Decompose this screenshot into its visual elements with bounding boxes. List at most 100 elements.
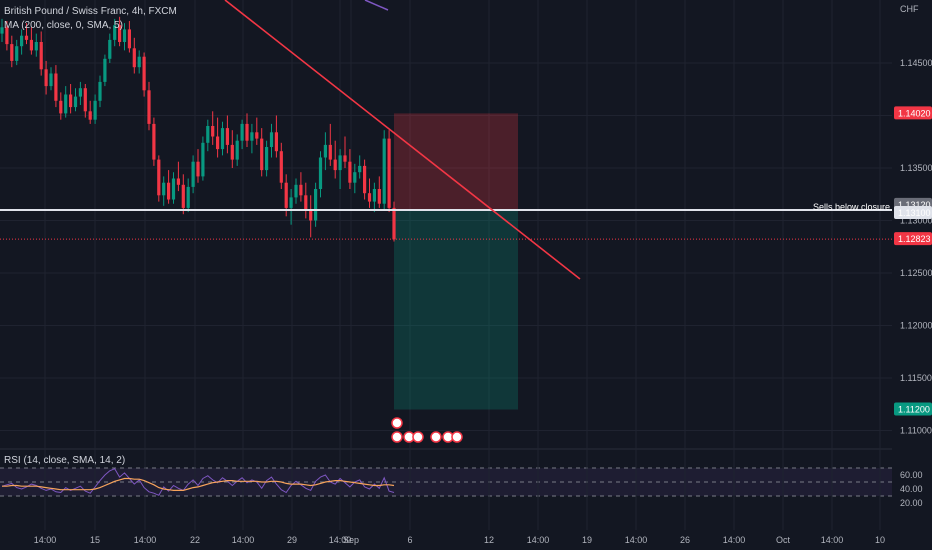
candlestick-series — [0, 16, 396, 242]
price-tick-label: 1.11000 — [900, 426, 932, 436]
price-label: 1.13120 — [898, 200, 931, 210]
rsi-line — [1, 468, 395, 496]
drawing-lines[interactable]: Sells below closure — [0, 0, 892, 280]
time-tick-label: 15 — [90, 535, 100, 545]
price-label: 1.14020 — [898, 108, 931, 118]
candle-body — [152, 123, 156, 160]
candle-body — [5, 27, 9, 45]
candle-body — [162, 182, 166, 196]
time-tick-label: 14:00 — [723, 535, 746, 545]
candle-body — [34, 42, 38, 51]
candle-body — [196, 161, 200, 177]
candle-body — [88, 111, 92, 120]
candle-body — [132, 48, 136, 68]
candle-body — [137, 56, 141, 68]
candle-body — [113, 25, 117, 40]
candle-body — [338, 155, 342, 171]
candle-body — [250, 132, 254, 141]
candle-body — [157, 159, 161, 196]
candle-body — [78, 88, 82, 97]
time-tick-label: 14:00 — [34, 535, 57, 545]
candle-body — [358, 165, 362, 173]
candle-body — [230, 144, 234, 160]
economic-events[interactable] — [391, 417, 463, 443]
candle-body — [118, 25, 122, 42]
time-tick-label: 26 — [680, 535, 690, 545]
trendline — [224, 0, 581, 280]
rsi-series — [1, 468, 395, 496]
candle-body — [49, 73, 53, 87]
price-tick-label: 1.13000 — [900, 216, 932, 226]
candle-body — [147, 90, 151, 124]
candle-body — [279, 151, 283, 183]
candle-body — [0, 27, 4, 34]
candle-body — [54, 73, 58, 101]
short-position-tool[interactable] — [394, 113, 518, 410]
event-marker-icon — [391, 417, 403, 429]
price-label: 1.13100 — [898, 208, 931, 218]
candle-body — [176, 178, 180, 185]
candle-body — [348, 161, 352, 183]
time-tick-label: 14:00 — [329, 535, 352, 545]
candle-body — [171, 178, 176, 200]
candle-body — [15, 46, 19, 61]
candle-body — [64, 94, 68, 114]
candle-body — [73, 96, 78, 108]
candle-body — [260, 138, 264, 171]
candle-body — [83, 88, 87, 112]
candle-body — [328, 144, 332, 160]
candle-body — [186, 186, 190, 208]
price-tick-label: 1.14500 — [900, 58, 932, 68]
event-marker-icon — [391, 431, 403, 443]
time-tick-label: Oct — [776, 535, 791, 545]
time-tick-label: 29 — [287, 535, 297, 545]
price-label-bg — [894, 206, 932, 219]
price-label-bg — [894, 402, 932, 416]
candle-body — [191, 161, 195, 187]
candle-body — [59, 100, 63, 114]
event-marker-icon — [412, 431, 424, 443]
candle-body — [39, 42, 43, 70]
candle-body — [314, 189, 318, 221]
candle-body — [211, 126, 215, 137]
ma-legend[interactable]: MA (200, close, 0, SMA, 5) — [4, 20, 123, 31]
candle-body — [44, 69, 48, 87]
candle-body — [269, 132, 274, 147]
candle-body — [333, 159, 337, 171]
rsi-tick-label: 40.00 — [900, 484, 923, 494]
event-marker-icon — [430, 431, 442, 443]
rsi-tick-label: 20.00 — [900, 498, 923, 508]
time-tick-label: 14:00 — [625, 535, 648, 545]
rsi-ma-line — [2, 477, 395, 491]
candle-body — [108, 39, 112, 59]
price-tick-label: 1.11500 — [900, 373, 932, 383]
candle-body — [10, 44, 14, 61]
candle-body — [265, 147, 269, 171]
price-label: 1.11200 — [898, 405, 930, 415]
symbol-legend[interactable]: British Pound / Swiss Franc, 4h, FXCM — [4, 6, 177, 17]
rsi-legend[interactable]: RSI (14, close, SMA, 14, 2) — [4, 455, 126, 466]
candle-body — [323, 144, 327, 158]
candle-body — [245, 123, 249, 141]
candle-body — [377, 189, 381, 204]
candle-body — [392, 207, 396, 240]
price-tick-label: 1.13500 — [900, 163, 932, 173]
target-zone — [394, 210, 518, 410]
candle-body — [353, 172, 357, 183]
time-tick-label: 14:00 — [527, 535, 550, 545]
price-tick-label: 1.12000 — [900, 321, 932, 331]
candle-body — [93, 100, 97, 120]
candle-body — [318, 157, 323, 189]
candle-body — [220, 128, 225, 150]
candle-body — [206, 126, 210, 143]
candle-body — [289, 197, 293, 208]
candle-body — [382, 138, 386, 204]
candle-body — [127, 29, 131, 49]
price-axis[interactable]: 1.145001.140001.135001.130001.125001.120… — [894, 4, 932, 508]
candle-body — [122, 29, 127, 42]
candle-body — [167, 182, 171, 200]
candle-body — [304, 195, 308, 210]
candle-body — [29, 39, 33, 51]
